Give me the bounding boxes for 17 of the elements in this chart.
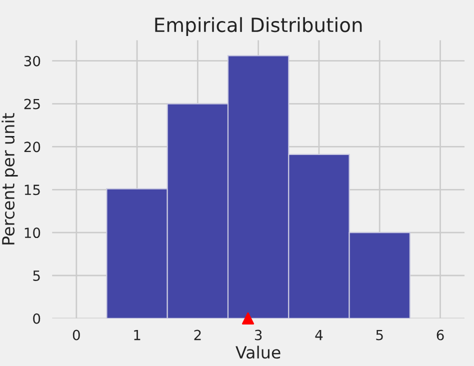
y-tick-label: 5 [33,270,40,281]
x-tick-label: 0 [72,330,80,340]
x-tick-label: 4 [315,330,323,340]
y-tick-label: 10 [24,228,40,238]
x-tick-label: 5 [376,330,383,340]
y-tick-label: 25 [24,98,40,110]
y-tick-label: 15 [24,184,40,196]
x-axis-title: Value [236,346,280,359]
y-axis-title: Percent per unit [2,113,18,244]
x-tick-label: 1 [134,330,140,340]
y-tick-label: 20 [24,142,40,152]
y-tick-label: 0 [33,313,40,324]
x-tick-label: 2 [194,330,201,340]
chart-title: Empirical Distribution [155,17,362,36]
x-tick-label: 3 [254,330,262,340]
x-tick-label: 6 [436,330,444,340]
y-tick-label: 30 [24,56,40,66]
